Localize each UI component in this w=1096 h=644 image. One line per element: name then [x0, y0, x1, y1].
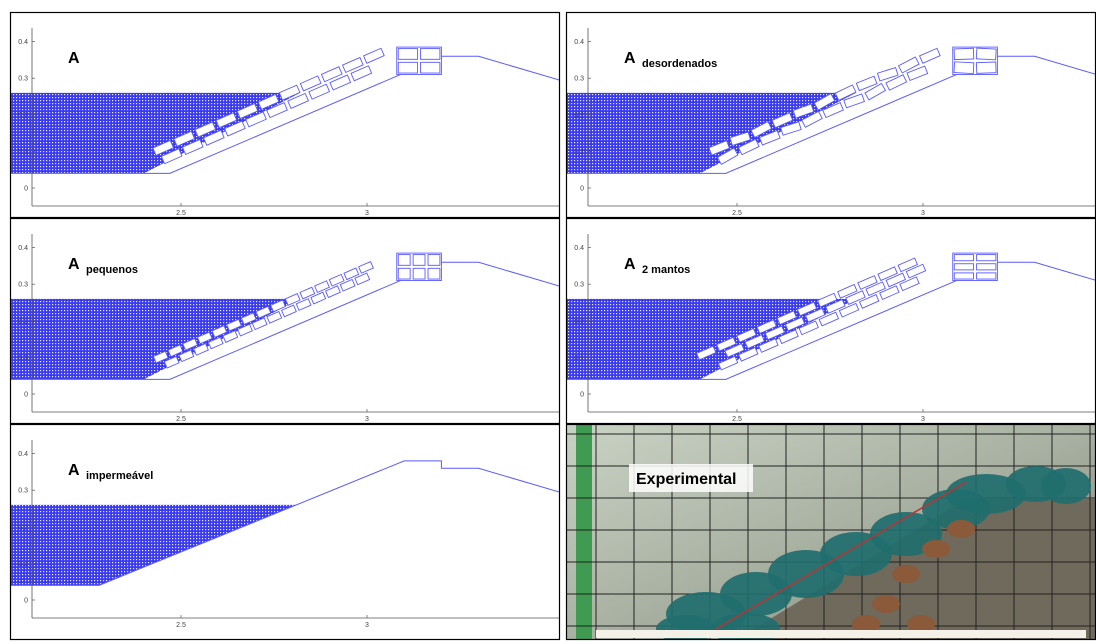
y-tick-label: 0 — [580, 392, 584, 399]
block — [398, 255, 410, 266]
structure-outline — [441, 56, 590, 89]
panel-label: A — [68, 462, 80, 479]
block — [976, 62, 996, 73]
y-tick-label: 0.1 — [18, 561, 28, 568]
y-tick-label: 0.4 — [18, 39, 28, 46]
panel: 0 0.1 0.2 0.3 0.4 2.5 3 Apequenos — [0, 234, 590, 423]
block — [428, 255, 440, 266]
block — [954, 48, 974, 59]
panel-label: Experimental — [636, 471, 736, 488]
x-tick-label: 3 — [365, 210, 369, 217]
x-tick-label: 2.5 — [732, 416, 742, 423]
filter-stone — [892, 565, 920, 583]
y-tick-label: 0.3 — [18, 488, 28, 495]
block — [428, 268, 440, 279]
x-tick-label: 3 — [365, 416, 369, 423]
armour-stone — [1041, 468, 1091, 504]
x-tick-label: 2.5 — [176, 622, 186, 629]
y-tick-label: 0.4 — [574, 245, 584, 252]
filter-stone — [947, 520, 975, 538]
y-tick-label: 0.4 — [18, 245, 28, 252]
y-tick-label: 0.4 — [574, 39, 584, 46]
structure-outline — [441, 262, 590, 295]
block — [413, 255, 425, 266]
x-tick-label: 2.5 — [732, 210, 742, 217]
panel: Experimental — [566, 424, 1096, 644]
block — [977, 255, 996, 261]
block — [364, 48, 385, 63]
ruler — [596, 630, 1086, 638]
panel: 0 0.1 0.2 0.3 0.4 2.5 3 A — [0, 28, 590, 217]
block — [954, 62, 974, 74]
figure: 0 0.1 0.2 0.3 0.4 2.5 3 A 0 0.1 0.2 0.3 0.4 2.5 3 Adeso… — [0, 0, 1096, 644]
panel-label: A — [624, 50, 636, 67]
y-tick-label: 0.2 — [574, 318, 584, 325]
y-tick-label: 0.3 — [574, 282, 584, 289]
y-tick-label: 0.2 — [18, 112, 28, 119]
filter-stone — [872, 595, 900, 613]
block — [398, 268, 410, 279]
y-tick-label: 0.2 — [574, 112, 584, 119]
water-mesh — [0, 299, 300, 380]
panel: 0 0.1 0.2 0.3 0.4 2.5 3 A 2 mantos — [551, 234, 1096, 423]
left-post — [576, 424, 592, 640]
x-tick-label: 2.5 — [176, 416, 186, 423]
block — [954, 264, 973, 270]
y-tick-label: 0 — [24, 598, 28, 605]
panel-subscript: desordenados — [642, 58, 717, 70]
block — [359, 262, 374, 274]
y-tick-label: 0.1 — [574, 355, 584, 362]
y-tick-label: 0.1 — [574, 149, 584, 156]
block — [954, 255, 973, 261]
block — [413, 268, 425, 279]
y-tick-label: 0 — [24, 186, 28, 193]
panel-subscript: impermeável — [86, 470, 153, 482]
filter-stone — [922, 540, 950, 558]
x-tick-label: 2.5 — [176, 210, 186, 217]
block — [398, 62, 417, 73]
x-tick-label: 3 — [365, 622, 369, 629]
block — [977, 273, 996, 279]
y-tick-label: 0.3 — [18, 76, 28, 83]
y-tick-label: 0.3 — [574, 76, 584, 83]
x-tick-label: 3 — [921, 416, 925, 423]
block — [920, 48, 941, 63]
block — [976, 48, 996, 60]
block — [954, 273, 973, 279]
page: 0 0.1 0.2 0.3 0.4 2.5 3 A 0 0.1 0.2 0.3 0.4 2.5 3 Adeso… — [0, 0, 1096, 644]
y-tick-label: 0 — [24, 392, 28, 399]
block — [421, 62, 440, 73]
x-tick-label: 3 — [921, 210, 925, 217]
block — [398, 49, 417, 60]
block — [977, 264, 996, 270]
panel-subscript: pequenos — [86, 264, 138, 276]
y-tick-label: 0.4 — [18, 451, 28, 458]
water-mesh — [0, 505, 296, 586]
panel-label: A — [624, 256, 636, 273]
structure-outline — [997, 56, 1096, 89]
y-tick-label: 0.2 — [18, 524, 28, 531]
panel-label: A — [68, 256, 80, 273]
armour-stone — [656, 615, 716, 643]
panel-label: A — [68, 50, 80, 67]
panel-subscript: 2 mantos — [642, 264, 690, 276]
y-tick-label: 0 — [580, 186, 584, 193]
y-tick-label: 0.2 — [18, 318, 28, 325]
y-tick-label: 0.1 — [18, 149, 28, 156]
structure-outline — [997, 262, 1096, 295]
y-tick-label: 0.3 — [18, 282, 28, 289]
y-tick-label: 0.1 — [18, 355, 28, 362]
block — [421, 49, 440, 60]
